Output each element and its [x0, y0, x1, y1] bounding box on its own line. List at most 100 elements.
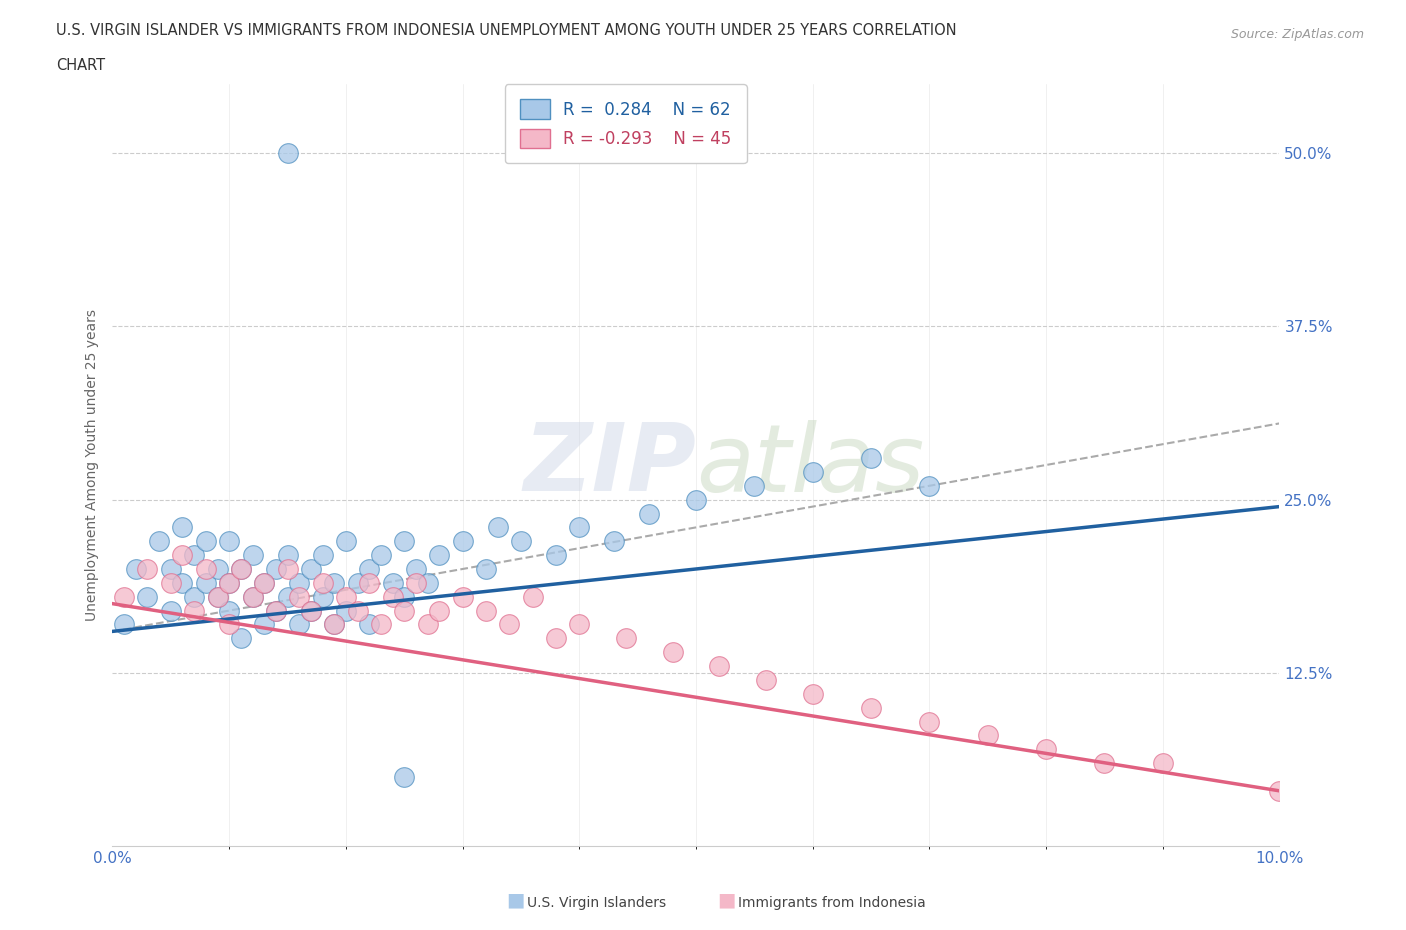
Point: [264, 562, 287, 577]
Point: [918, 714, 941, 729]
Point: [427, 604, 450, 618]
Y-axis label: Unemployment Among Youth under 25 years: Unemployment Among Youth under 25 years: [84, 309, 98, 621]
Point: [242, 590, 264, 604]
Point: [638, 506, 661, 521]
Point: [509, 534, 531, 549]
Point: [381, 576, 404, 591]
Point: [451, 534, 474, 549]
Point: [661, 644, 683, 659]
Point: [323, 617, 346, 631]
Point: [311, 590, 333, 604]
Point: [603, 534, 626, 549]
Text: U.S. Virgin Islanders: U.S. Virgin Islanders: [527, 896, 666, 910]
Point: [370, 617, 392, 631]
Point: [359, 576, 381, 591]
Point: [1035, 742, 1057, 757]
Legend: R =  0.284    N = 62, R = -0.293    N = 45: R = 0.284 N = 62, R = -0.293 N = 45: [505, 85, 747, 163]
Point: [1152, 756, 1174, 771]
Point: [709, 658, 731, 673]
Point: [125, 562, 148, 577]
Point: [194, 534, 217, 549]
Point: [136, 562, 159, 577]
Point: [218, 617, 240, 631]
Point: [253, 617, 276, 631]
Point: [359, 562, 381, 577]
Point: [276, 146, 298, 161]
Point: [253, 576, 276, 591]
Point: [288, 617, 311, 631]
Point: [194, 576, 217, 591]
Point: [276, 562, 298, 577]
Point: [755, 672, 778, 687]
Point: [229, 562, 252, 577]
Point: [392, 769, 416, 784]
Point: [218, 604, 240, 618]
Point: [299, 604, 322, 618]
Point: [242, 548, 264, 563]
Point: [486, 520, 509, 535]
Point: [229, 562, 252, 577]
Point: [392, 590, 416, 604]
Point: [522, 590, 544, 604]
Point: [381, 590, 404, 604]
Point: [172, 576, 194, 591]
Point: [207, 590, 229, 604]
Point: [299, 562, 322, 577]
Point: [335, 604, 357, 618]
Point: [183, 590, 205, 604]
Point: [416, 576, 439, 591]
Point: [405, 576, 427, 591]
Point: [242, 590, 264, 604]
Point: [335, 590, 357, 604]
Point: [311, 576, 333, 591]
Point: [392, 534, 416, 549]
Point: [1092, 756, 1115, 771]
Text: ■: ■: [506, 891, 524, 910]
Point: [742, 478, 765, 493]
Point: [544, 548, 567, 563]
Point: [859, 700, 883, 715]
Text: atlas: atlas: [696, 419, 924, 511]
Point: [194, 562, 217, 577]
Point: [253, 576, 276, 591]
Text: Source: ZipAtlas.com: Source: ZipAtlas.com: [1230, 28, 1364, 41]
Point: [1268, 783, 1291, 798]
Text: U.S. VIRGIN ISLANDER VS IMMIGRANTS FROM INDONESIA UNEMPLOYMENT AMONG YOUTH UNDER: U.S. VIRGIN ISLANDER VS IMMIGRANTS FROM …: [56, 23, 957, 38]
Point: [427, 548, 450, 563]
Point: [346, 604, 368, 618]
Point: [568, 617, 591, 631]
Point: [346, 576, 368, 591]
Point: [614, 631, 637, 645]
Point: [359, 617, 381, 631]
Point: [859, 451, 883, 466]
Point: [323, 617, 346, 631]
Point: [288, 590, 311, 604]
Point: [568, 520, 591, 535]
Point: [218, 534, 240, 549]
Point: [475, 562, 498, 577]
Point: [264, 604, 287, 618]
Point: [183, 548, 205, 563]
Point: [335, 534, 357, 549]
Point: [392, 604, 416, 618]
Point: [976, 728, 998, 743]
Point: [801, 686, 824, 701]
Point: [498, 617, 520, 631]
Point: [801, 464, 824, 479]
Point: [160, 576, 183, 591]
Point: [264, 604, 287, 618]
Point: [229, 631, 252, 645]
Point: [160, 604, 183, 618]
Point: [288, 576, 311, 591]
Point: [685, 492, 707, 507]
Point: [544, 631, 567, 645]
Point: [207, 562, 229, 577]
Point: [183, 604, 205, 618]
Point: [311, 548, 333, 563]
Point: [323, 576, 346, 591]
Text: CHART: CHART: [56, 58, 105, 73]
Point: [112, 617, 135, 631]
Point: [172, 548, 194, 563]
Point: [299, 604, 322, 618]
Point: [172, 520, 194, 535]
